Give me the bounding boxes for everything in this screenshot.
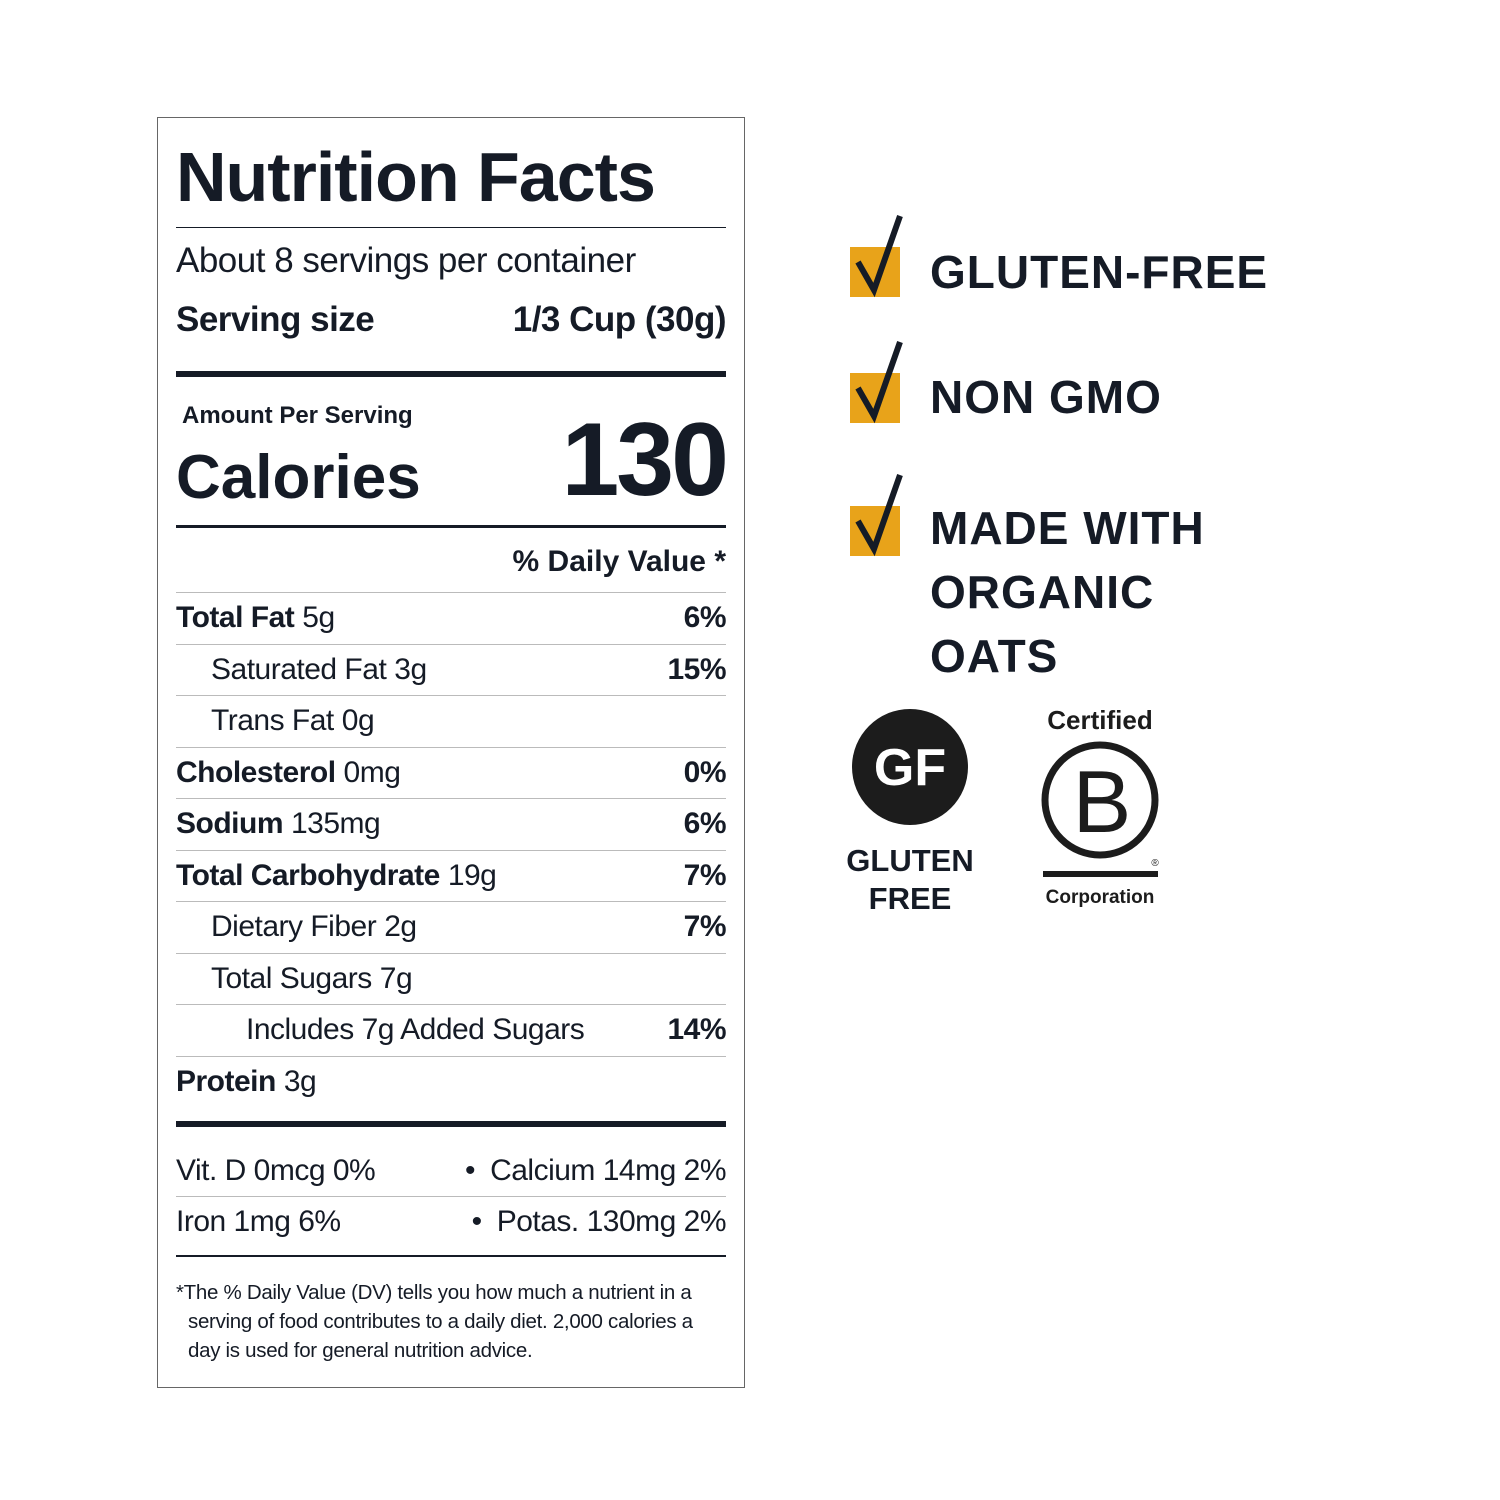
nutrient-row: Sodium 135mg 6% [176, 798, 727, 850]
serving-size-label: Serving size [176, 300, 375, 339]
medium-rule [176, 525, 726, 528]
vitamin: Calcium 14mg 2% [490, 1154, 726, 1187]
rule [176, 1255, 726, 1257]
nutrient-amount: 5g [302, 601, 335, 635]
nutrient-dv: 7% [683, 910, 727, 944]
nutrient-row: Trans Fat 0g [176, 695, 726, 747]
separator: • [465, 1154, 476, 1187]
calories-label: Calories [176, 443, 421, 512]
nutrient-row: Total Sugars 7g [176, 952, 726, 1005]
amount-per-serving: Amount Per Serving [182, 402, 413, 429]
nutrient-name: Saturated Fat [211, 652, 387, 686]
nutrient-row: Dietary Fiber 2g 7% [176, 901, 727, 953]
nutrient-name: Total Fat [176, 601, 295, 635]
check-icon [850, 341, 903, 424]
nutrient-name: Total Carbohydrate [176, 858, 440, 892]
nutrient-row: Includes 7g Added Sugars 14% [176, 1004, 726, 1056]
nutrient-amount: 0g [341, 704, 375, 738]
serving-size: Serving size 1/3 Cup (30g) [176, 295, 727, 345]
nutrient-amount: 3g [394, 652, 427, 686]
claim: GLUTEN-FREE [930, 246, 1269, 298]
nutrient-amount: 3g [283, 1064, 317, 1098]
nutrient-name: Trans Fat [211, 704, 334, 738]
nutrient-dv: 14% [667, 1013, 726, 1047]
nutrient-dv: 15% [667, 652, 726, 686]
check-icon [850, 215, 903, 298]
nutrient-name: Protein [176, 1064, 276, 1098]
nutrient-dv: 0% [683, 755, 727, 789]
calories-value: 130 [561, 402, 729, 518]
thick-rule [176, 1121, 726, 1127]
footnote: *The % Daily Value (DV) tells you how mu… [176, 1281, 693, 1362]
bcorp-mark: ® [1151, 858, 1159, 869]
bcorp-bar [1043, 871, 1158, 877]
vitamin-row: Vit. D 0mcg 0% • Calcium 14mg 2% [176, 1146, 726, 1197]
nutrient-amount: 7g [379, 961, 413, 995]
nutrient-name: Dietary Fiber [211, 910, 377, 944]
vitamin-row: Iron 1mg 6% • Potas. 130mg 2% [176, 1197, 727, 1247]
nutrient-name: Total Sugars [211, 961, 372, 995]
nutrient-rows: Total Fat 5g 6% Saturated Fat 3g 15% Trans F… [176, 592, 727, 1108]
vitamin: Vit. D 0mcg 0% [176, 1154, 376, 1187]
nutrient-dv: 6% [683, 807, 727, 841]
nutrient-amount: 2g [384, 910, 417, 944]
nutrient-name: Includes 7g Added Sugars [246, 1013, 585, 1047]
gf-caption: GLUTEN FREE [846, 843, 974, 916]
check-icon [850, 474, 903, 557]
bcorp-circle [1041, 741, 1159, 859]
claim: MADE WITH ORGANIC OATS [930, 502, 1205, 682]
nutrient-amount: 19g [447, 858, 497, 892]
label-title: Nutrition Facts [176, 138, 656, 216]
servings: About 8 servings per container [176, 241, 636, 280]
thick-rule [176, 371, 726, 377]
bcorp-top: Certified [1047, 705, 1152, 735]
nutrient-row: Cholesterol 0mg 0% [176, 746, 727, 799]
bcorp-bottom: Corporation [1046, 887, 1155, 908]
nutrient-amount: 0mg [343, 755, 401, 789]
nutrient-dv: 7% [683, 858, 727, 892]
rule [176, 227, 726, 228]
nutrient-row: Protein 3g [176, 1055, 726, 1108]
gf-logo: GF [874, 739, 946, 797]
nutrient-row: Total Fat 5g 6% [176, 592, 727, 644]
bcorp-letter: B [1073, 752, 1132, 851]
nutrient-name: Cholesterol [176, 755, 336, 789]
vitamins: Vit. D 0mcg 0% • Calcium 14mg 2% Iron 1mg … [176, 1146, 727, 1247]
claim: NON GMO [930, 371, 1162, 423]
nutrient-amount: 135mg [291, 807, 381, 841]
gf-circle [852, 709, 968, 825]
nutrient-row: Saturated Fat 3g 15% [176, 643, 726, 696]
dv-header: % Daily Value * [512, 545, 726, 578]
vitamin: Potas. 130mg 2% [496, 1205, 727, 1238]
separator: • [471, 1205, 483, 1238]
nutrient-row: Total Carbohydrate 19g 7% [176, 849, 727, 902]
vitamin: Iron 1mg 6% [176, 1205, 341, 1238]
nutrient-dv: 6% [683, 601, 727, 635]
nutrient-name: Sodium [176, 807, 284, 841]
serving-size-value: 1/3 Cup (30g) [512, 300, 727, 339]
nutrition-label: Nutrition Facts About 8 servings per con… [157, 117, 745, 1388]
